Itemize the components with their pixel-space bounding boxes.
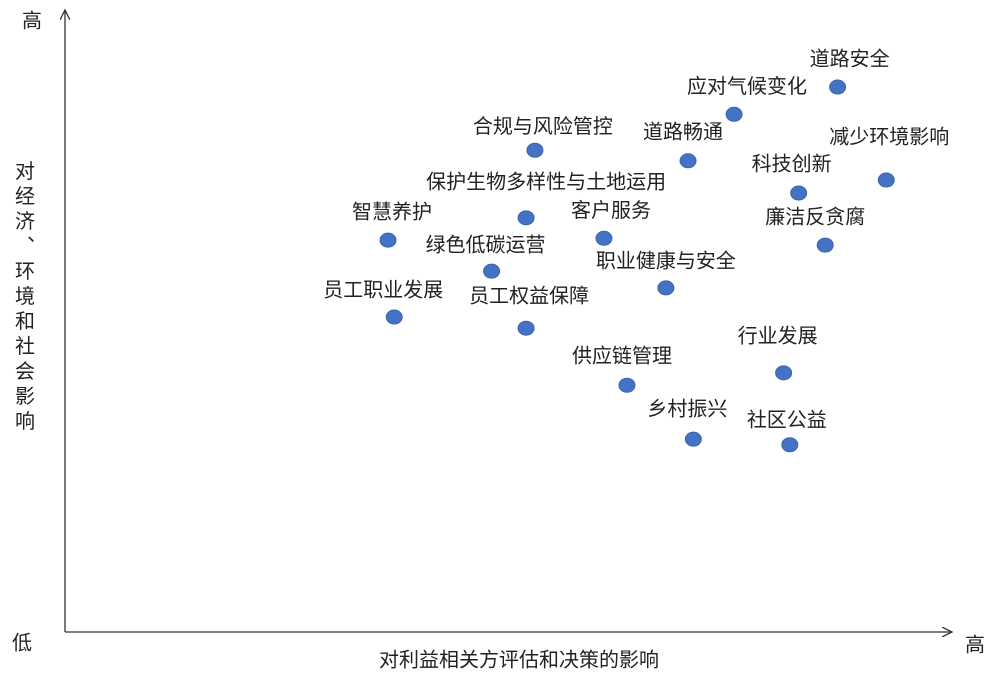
point-label: 廉洁反贪腐 [765,205,865,229]
point [385,309,403,325]
point-label: 智慧养护 [352,200,432,224]
point [618,377,636,393]
point-label: 道路畅通 [643,119,723,143]
point-label: 行业发展 [738,323,818,347]
point [816,237,834,253]
y-axis-label: 对经济、环境和社会影响 [12,160,36,435]
point [775,365,793,381]
point-label: 社区公益 [747,407,827,431]
point-label: 减少环境影响 [829,125,949,149]
point-label: 道路安全 [810,47,890,71]
point [657,280,675,296]
point [379,232,397,248]
point [483,263,501,279]
point-label: 绿色低碳运营 [426,233,546,257]
point [790,185,808,201]
point [684,431,702,447]
point [877,172,895,188]
point [526,142,544,158]
point-label: 应对气候变化 [687,74,807,98]
point [829,79,847,95]
point-label: 职业健康与安全 [596,248,736,272]
point-label: 合规与风险管控 [473,114,613,138]
x-high-label: 高 [965,633,985,657]
point-label: 客户服务 [571,198,651,222]
y-high-label: 高 [22,9,42,33]
point [517,320,535,336]
point-label: 保护生物多样性与土地运用 [426,169,666,193]
point [517,210,535,226]
point-label: 员工职业发展 [323,278,443,302]
point [781,437,799,453]
point [679,153,697,169]
low-label: 低 [12,631,32,655]
point [725,106,743,122]
x-axis-label: 对利益相关方评估和决策的影响 [379,648,659,672]
point [595,230,613,246]
point-label: 供应链管理 [572,344,672,368]
point-label: 科技创新 [752,152,832,176]
point-label: 乡村振兴 [647,397,727,421]
point-label: 员工权益保障 [469,284,589,308]
